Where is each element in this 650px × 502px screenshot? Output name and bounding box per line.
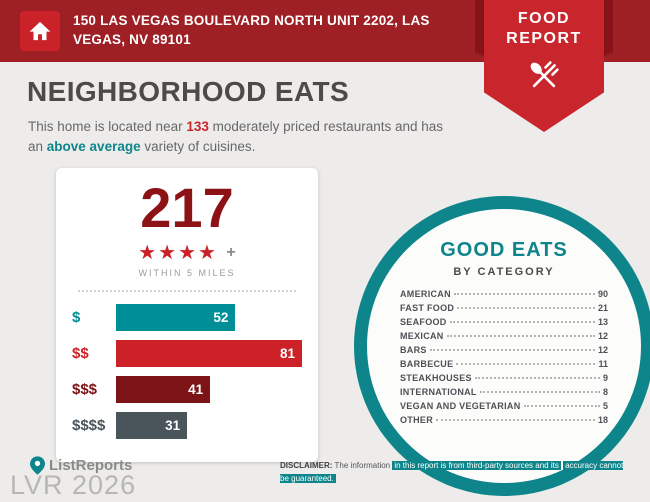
category-count: 9 — [602, 373, 608, 383]
intro-pre: This home is located near — [28, 119, 187, 134]
listreports-logo: ListReports — [30, 456, 132, 475]
bar-track: 52 — [116, 304, 302, 331]
badge-line-food: FOOD — [517, 10, 571, 27]
category-name: MEXICAN — [400, 331, 444, 341]
property-address: 150 LAS VEGAS BOULEVARD NORTH UNIT 2202,… — [73, 13, 430, 47]
good-eats-title: GOOD EATS — [440, 239, 568, 261]
price-bar-row: $ 52 — [72, 304, 302, 331]
price-bar: 81 — [116, 340, 302, 367]
ribbon-front: FOOD REPORT — [484, 0, 604, 132]
food-report-badge: FOOD REPORT — [475, 0, 613, 132]
category-count: 12 — [597, 345, 608, 355]
dotted-leader — [429, 349, 595, 351]
dotted-leader — [446, 335, 595, 337]
category-count: 5 — [602, 401, 608, 411]
category-count: 8 — [602, 387, 608, 397]
category-count: 11 — [598, 359, 608, 369]
total-restaurants: 217 — [140, 176, 234, 239]
intro-mid: moderately priced restaurants and has an — [28, 119, 444, 155]
bar-value: 81 — [279, 346, 295, 361]
price-level-label: $ — [72, 309, 81, 326]
category-count: 18 — [597, 415, 608, 425]
good-eats-circle: GOOD EATS BY CATEGORY AMERICAN 90 FAST FO… — [354, 196, 650, 496]
dotted-leader — [456, 363, 596, 365]
category-row: SEAFOOD 13 — [400, 317, 608, 331]
bar-track: 41 — [116, 376, 302, 403]
price-bar: 41 — [116, 376, 211, 403]
watermark: LVR 2026 — [10, 470, 137, 500]
dotted-leader — [436, 419, 595, 421]
dotted-leader — [523, 405, 600, 407]
stats-card: 217 ★★★★ + WITHIN 5 MILES $ 52 $$ 81 — [56, 168, 318, 462]
category-row: FAST FOOD 21 — [400, 303, 608, 317]
category-name: STEAKHOUSES — [400, 373, 472, 383]
price-level-label: $$$$ — [72, 417, 106, 434]
price-bar-chart: $ 52 $$ 81 $$$ 41 — [56, 304, 318, 439]
category-row: VEGAN AND VEGETARIAN 5 — [400, 401, 608, 415]
category-name: BARBECUE — [400, 359, 454, 369]
category-row: STEAKHOUSES 9 — [400, 373, 608, 387]
price-bar-row: $$$$ 31 — [72, 412, 302, 439]
category-name: SEAFOOD — [400, 317, 447, 327]
bar-track: 31 — [116, 412, 302, 439]
disclaimer: DISCLAIMER: The information in this repo… — [280, 460, 632, 486]
category-list: AMERICAN 90 FAST FOOD 21 SEAFOOD 13 MEXICAN… — [400, 289, 608, 429]
disclaimer-label: DISCLAIMER: — [280, 461, 333, 470]
category-row: MEXICAN 12 — [400, 331, 608, 345]
star-rating-icon: ★★★★ — [138, 242, 218, 264]
bar-value: 31 — [165, 418, 181, 433]
page-title: NEIGHBORHOOD EATS — [27, 76, 350, 107]
rating-row: ★★★★ + — [56, 240, 318, 265]
price-level-label: $$$ — [72, 381, 98, 398]
category-count: 21 — [597, 303, 608, 313]
category-row: INTERNATIONAL 8 — [400, 387, 608, 401]
category-row: BARS 12 — [400, 345, 608, 359]
dotted-leader — [449, 321, 595, 323]
bar-value: 41 — [188, 382, 204, 397]
category-name: BARS — [400, 345, 427, 355]
category-count: 12 — [597, 331, 608, 341]
category-name: VEGAN AND VEGETARIAN — [400, 401, 521, 411]
good-eats-subtitle: BY CATEGORY — [453, 266, 555, 278]
category-row: OTHER 18 — [400, 415, 608, 429]
disclaimer-normal: The information — [332, 461, 393, 470]
price-bar: 31 — [116, 412, 188, 439]
dotted-leader — [453, 293, 595, 295]
category-name: INTERNATIONAL — [400, 387, 477, 397]
brand-name: ListReports — [49, 457, 133, 474]
price-bar-row: $$ 81 — [72, 340, 302, 367]
radius-label: WITHIN 5 MILES — [138, 268, 236, 278]
price-level-label: $$ — [72, 345, 89, 362]
intro-highlight: above average — [46, 139, 141, 155]
category-count: 90 — [597, 289, 608, 299]
restaurant-count: 133 — [186, 119, 209, 134]
dotted-leader — [457, 307, 595, 309]
category-count: 13 — [597, 317, 608, 327]
disclaimer-highlight: in this report is from third-party sourc… — [392, 461, 561, 470]
house-icon — [20, 11, 60, 51]
intro-post: variety of cuisines. — [140, 139, 256, 155]
category-name: FAST FOOD — [400, 303, 455, 313]
dotted-divider — [78, 290, 296, 292]
intro-paragraph: This home is located near 133 moderately… — [28, 117, 460, 158]
category-row: AMERICAN 90 — [400, 289, 608, 303]
category-row: BARBECUE 11 — [400, 359, 608, 373]
category-name: OTHER — [400, 415, 433, 425]
house-icon-glyph — [29, 21, 51, 41]
category-name: AMERICAN — [400, 289, 451, 299]
dotted-leader — [474, 377, 600, 379]
bar-track: 81 — [116, 340, 302, 367]
badge-line-report: REPORT — [506, 30, 582, 47]
bar-value: 52 — [213, 310, 229, 325]
price-bar-row: $$$ 41 — [72, 376, 302, 403]
map-pin-icon — [30, 456, 45, 475]
fork-spoon-icon — [484, 56, 604, 101]
dotted-leader — [479, 391, 600, 393]
price-bar: 52 — [116, 304, 236, 331]
good-eats-panel: GOOD EATS BY CATEGORY AMERICAN 90 FAST FO… — [367, 209, 641, 483]
rating-plus: + — [226, 243, 236, 261]
